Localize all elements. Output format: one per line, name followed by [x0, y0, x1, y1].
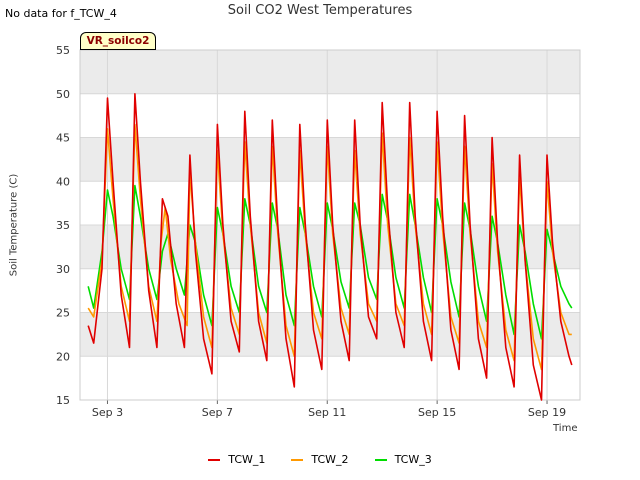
legend-label-tcw-1: TCW_1 — [228, 453, 266, 466]
legend-label-tcw-3: TCW_3 — [394, 453, 432, 466]
legend-label-tcw-2: TCW_2 — [311, 453, 349, 466]
legend: TCW_1 TCW_2 TCW_3 — [0, 453, 640, 466]
x-tick-label: Sep 11 — [308, 406, 346, 419]
site-badge: VR_soilco2 — [80, 32, 156, 50]
legend-item-tcw-3[interactable]: TCW_3 — [374, 453, 432, 466]
y-tick-label: 20 — [56, 350, 70, 363]
y-tick-label: 30 — [56, 263, 70, 276]
y-tick-label: 15 — [56, 394, 70, 407]
y-tick-label: 35 — [56, 219, 70, 232]
legend-item-tcw-2[interactable]: TCW_2 — [291, 453, 349, 466]
legend-item-tcw-1[interactable]: TCW_1 — [208, 453, 265, 466]
series-line-tcw-1 — [87, 93, 573, 401]
y-tick-label: 55 — [56, 44, 70, 57]
plot-band — [80, 312, 580, 357]
x-tick-label: Sep 19 — [528, 406, 566, 419]
plot-frame — [79, 49, 581, 401]
x-tick-label: Sep 15 — [418, 406, 456, 419]
x-tick-label: Sep 7 — [202, 406, 233, 419]
y-tick-label: 50 — [56, 88, 70, 101]
y-tick-label: 25 — [56, 307, 70, 320]
series-line-tcw-3 — [87, 184, 573, 340]
plot-band — [80, 225, 580, 269]
legend-swatch-tcw-2 — [291, 458, 304, 461]
legend-swatch-tcw-1 — [208, 458, 221, 461]
legend-swatch-tcw-3 — [374, 458, 387, 461]
y-tick-label: 45 — [56, 132, 70, 145]
plot-band — [80, 50, 580, 94]
x-axis-label: Time — [553, 423, 578, 434]
no-data-note: No data for f_TCW_4 — [5, 7, 117, 20]
y-tick-label: 40 — [56, 175, 70, 188]
x-tick-label: Sep 3 — [92, 406, 123, 419]
chart-title: Soil CO2 West Temperatures — [227, 3, 413, 18]
